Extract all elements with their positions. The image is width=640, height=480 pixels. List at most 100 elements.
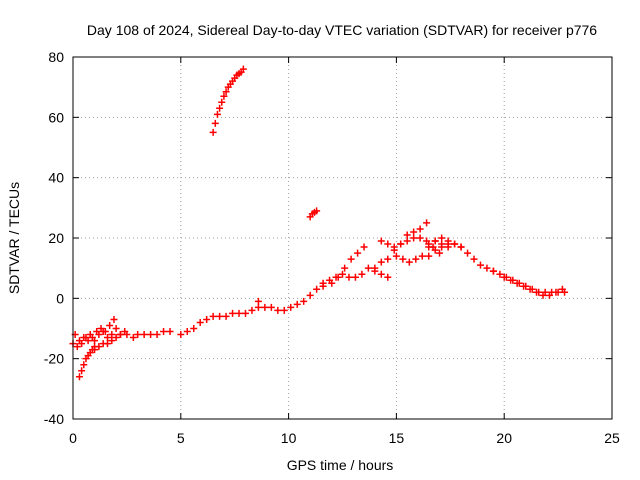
data-point [410,234,418,242]
data-point [91,346,99,354]
data-point [457,243,465,251]
x-tick-label: 15 [389,430,405,446]
data-point [160,328,168,336]
data-point [403,231,411,239]
data-point [267,303,275,311]
data-point [513,279,521,287]
data-point [84,337,92,345]
data-point [293,300,301,308]
y-tick-label: -40 [44,411,64,427]
data-point [533,288,541,296]
data-point [134,331,142,339]
data-point [211,119,219,127]
series-forenoon [177,297,262,339]
data-point [354,249,362,257]
data-point [220,92,228,100]
data-point [377,258,385,266]
data-point [403,237,411,245]
data-point [196,318,204,326]
data-point [106,321,114,329]
data-point [235,309,243,317]
data-point [218,98,226,106]
tick-labels: 0 5 10 15 20 25 -40 -20 0 20 40 60 80 [44,49,620,446]
data-point [364,264,372,272]
data-point [476,261,484,269]
data-point [93,328,101,336]
data-point [254,297,262,305]
data-point [300,297,308,305]
data-point [412,255,420,263]
series-isolated [306,207,321,221]
data-point [274,306,282,314]
data-point [444,240,452,248]
data-point [436,249,444,257]
data-point [384,273,392,281]
x-axis-label: GPS time / hours [287,457,394,473]
data-point [80,361,88,369]
data-point [216,312,224,320]
data-point [319,282,327,290]
data-point [552,288,560,296]
data-point [464,249,472,257]
data-point [209,128,217,136]
data-point [558,285,566,293]
data-point [405,258,413,266]
series-evening-a [371,234,444,272]
data-point [425,240,433,248]
data-point [239,65,247,73]
series-midday [254,279,327,314]
series-early-mid [91,331,124,354]
data-point [341,264,349,272]
data-point [103,340,111,348]
data-point [416,225,424,233]
data-point [112,325,120,332]
x-tick-label: 0 [69,430,77,446]
data-point [526,285,534,293]
data-point [280,306,288,314]
data-point [423,219,431,227]
data-point [425,252,433,260]
data-point [112,334,120,342]
data-point [500,273,508,281]
data-point [287,303,295,311]
data-point [418,252,426,260]
x-tick-label: 10 [281,430,297,446]
data-point [339,270,346,278]
data-point [153,331,161,339]
data-point [438,234,446,242]
data-point [451,240,459,248]
data-point [384,255,392,263]
data-point [410,228,418,236]
x-tick-label: 25 [604,430,620,446]
y-tick-label: -20 [44,351,64,367]
series-evening-d [425,234,497,275]
series-evening-c [392,237,452,266]
axis-ticks [72,56,613,420]
data-point [489,267,497,275]
data-point [75,373,83,381]
data-point [496,270,504,278]
data-point [140,331,148,339]
data-point [213,110,221,118]
data-point [73,343,81,351]
y-tick-label: 60 [48,109,64,125]
data-point [147,331,155,339]
data-point [108,331,116,339]
data-point [261,303,269,311]
data-point [377,270,385,278]
data-point [520,282,528,290]
data-point [470,255,478,263]
data-point [539,291,547,299]
data-point [190,325,198,332]
data-point [351,273,359,281]
data-point [80,334,88,342]
data-point [166,328,174,336]
data-point [110,315,118,323]
data-point [248,306,256,314]
chart-title: Day 108 of 2024, Sidereal Day-to-day VTE… [87,22,597,38]
data-point [75,337,83,345]
y-axis-label: SDTVAR / TECUs [6,182,22,294]
data-point [313,207,321,215]
data-point [360,243,368,251]
